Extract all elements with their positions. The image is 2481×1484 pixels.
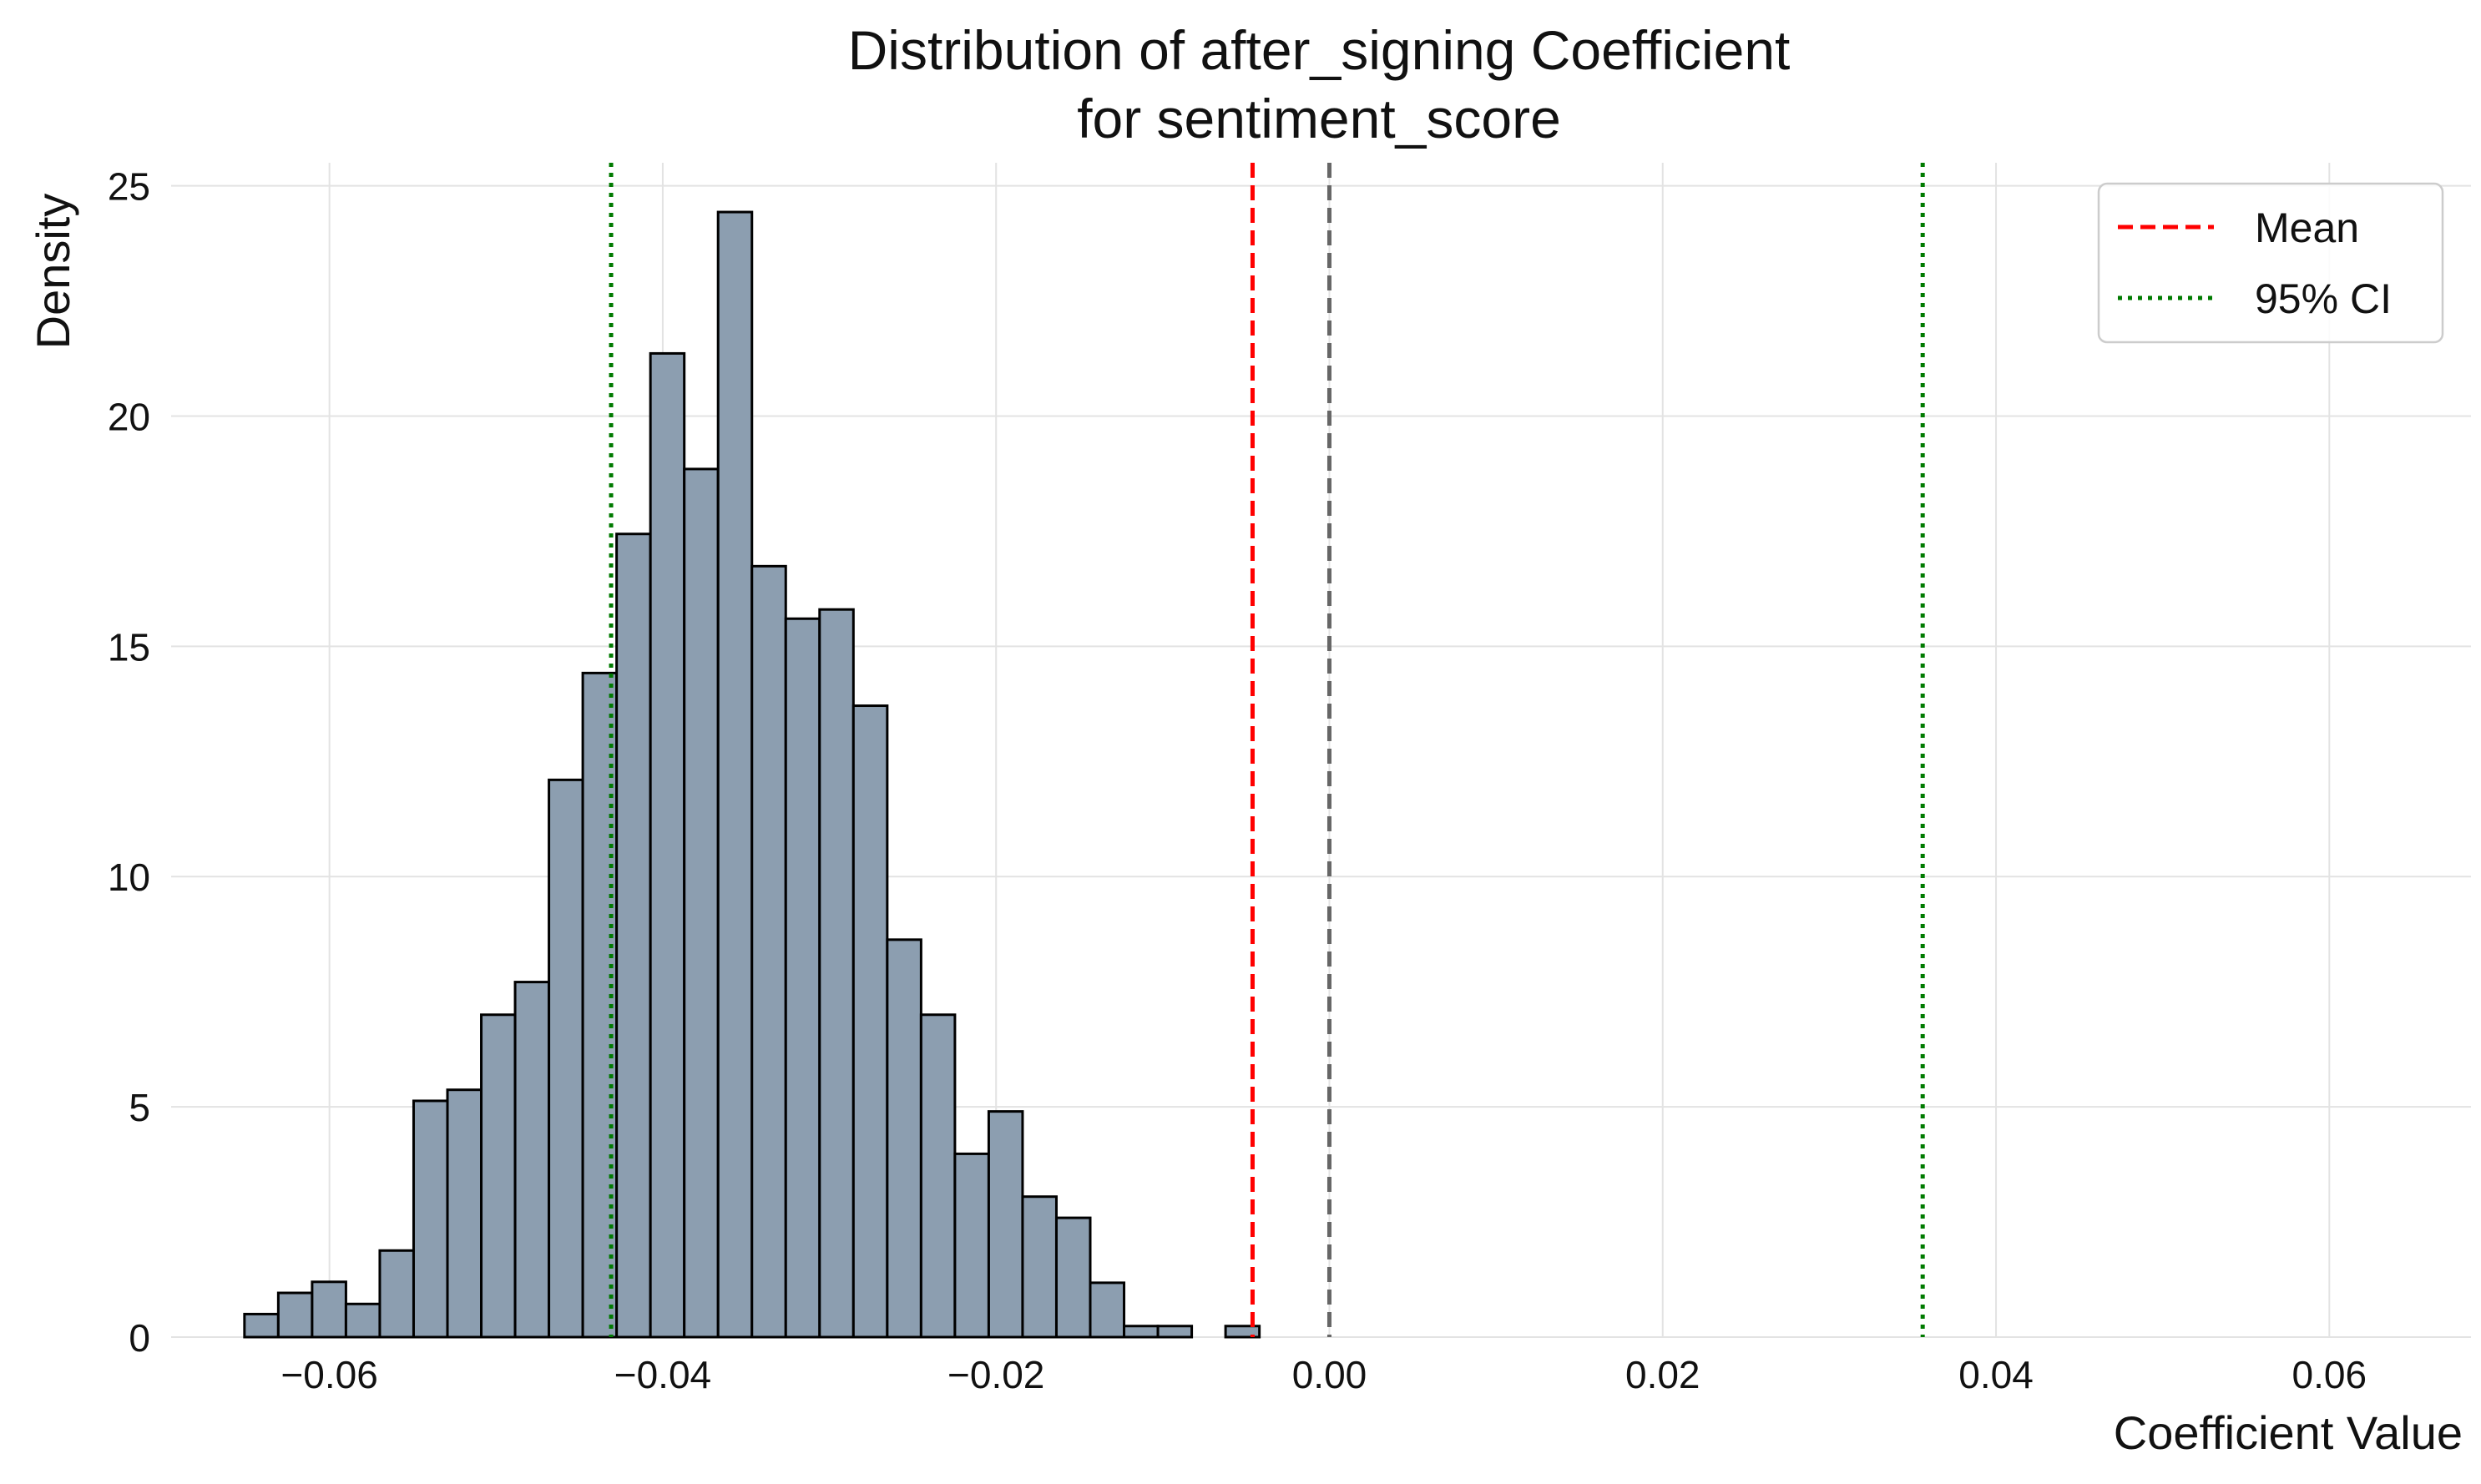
histogram-bar xyxy=(886,938,922,1339)
histogram-bar xyxy=(344,1302,381,1339)
histogram-bars xyxy=(243,210,1261,1339)
y-axis-label: Density xyxy=(27,194,79,350)
histogram-bar xyxy=(987,1110,1024,1339)
histogram-bar xyxy=(750,564,787,1339)
x-axis-label: Coefficient Value xyxy=(2114,1406,2463,1459)
histogram-bar xyxy=(1224,1325,1261,1339)
histogram-bar xyxy=(818,608,855,1339)
x-tick-label: 0.06 xyxy=(2292,1353,2367,1396)
histogram-bar xyxy=(1089,1281,1126,1339)
y-tick-label: 0 xyxy=(129,1316,150,1360)
histogram-bar xyxy=(1123,1325,1160,1339)
x-tick-label: −0.04 xyxy=(614,1353,711,1396)
histogram-bar xyxy=(683,467,720,1339)
chart-title-line-1: Distribution of after_signing Coefficien… xyxy=(848,19,1791,81)
histogram-bar xyxy=(1054,1216,1092,1339)
legend: Mean 95% CI xyxy=(2097,182,2444,344)
histogram-bar xyxy=(311,1280,347,1339)
x-tick-label: 0.04 xyxy=(1958,1353,2034,1396)
y-tick-label: 5 xyxy=(129,1086,150,1129)
histogram-bar xyxy=(851,704,889,1339)
histogram-bar xyxy=(378,1249,415,1339)
histogram-bar xyxy=(446,1088,483,1339)
x-tick-label: 0.02 xyxy=(1625,1353,1700,1396)
histogram-bar xyxy=(716,210,754,1339)
histogram-bar xyxy=(649,351,686,1339)
histogram-bar xyxy=(243,1312,280,1339)
y-tick-label: 25 xyxy=(108,165,150,209)
y-tick-label: 15 xyxy=(108,625,150,669)
histogram-bar xyxy=(276,1291,314,1339)
histogram-bar xyxy=(953,1152,990,1339)
y-tick-label: 20 xyxy=(108,395,150,438)
y-tick-label: 10 xyxy=(108,856,150,899)
legend-box xyxy=(2097,182,2444,344)
histogram-bar xyxy=(513,981,551,1339)
histogram-bar xyxy=(412,1099,449,1339)
x-tick-label: −0.02 xyxy=(947,1353,1044,1396)
histogram-bar xyxy=(1156,1325,1194,1339)
chart-title-line-2: for sentiment_score xyxy=(1077,88,1561,149)
axis-ticks: −0.06 −0.04 −0.02 0.00 0.02 0.04 0.06 0 5 10 15 20 2… xyxy=(108,165,2367,1396)
histogram-bar xyxy=(919,1013,957,1339)
legend-label-ci: 95% CI xyxy=(2255,275,2392,322)
x-tick-label: −0.06 xyxy=(280,1353,377,1396)
x-tick-label: 0.00 xyxy=(1292,1353,1367,1396)
histogram-bar xyxy=(784,617,821,1339)
histogram-bar xyxy=(615,533,652,1339)
reference-lines xyxy=(609,163,1925,1337)
histogram-bar xyxy=(548,778,584,1339)
histogram-bar xyxy=(1021,1195,1058,1339)
histogram-bar xyxy=(480,1013,517,1339)
legend-label-mean: Mean xyxy=(2255,204,2359,251)
